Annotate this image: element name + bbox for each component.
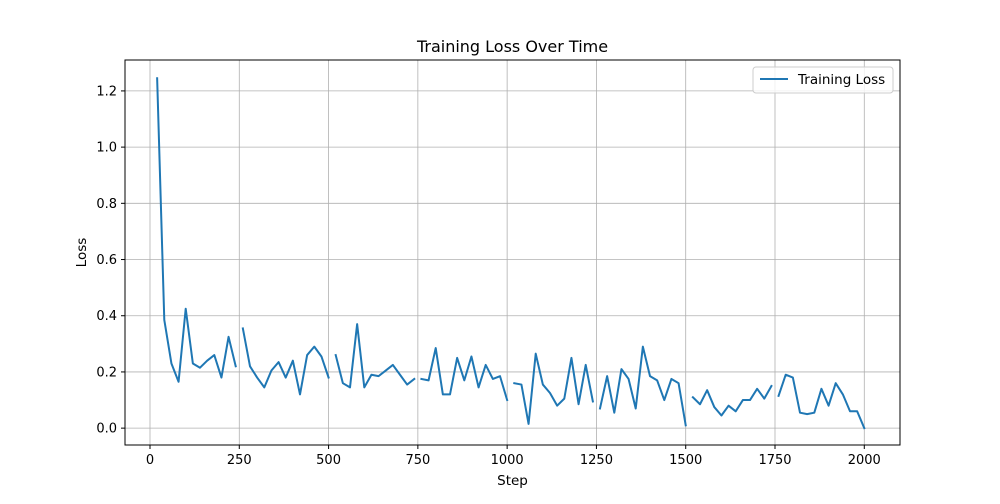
x-tick-label: 1250 (580, 453, 613, 468)
x-tick-label: 1000 (491, 453, 524, 468)
series-line-segment (598, 345, 687, 427)
y-tick-label: 0.6 (96, 253, 117, 268)
series-line-segment (513, 352, 595, 425)
series-line-segment (777, 373, 866, 430)
y-tick-label: 0.8 (96, 197, 117, 212)
plot-frame (124, 59, 901, 446)
series-layer (156, 77, 866, 430)
x-tick-label: 0 (146, 453, 154, 468)
y-tick-label: 0.4 (96, 309, 117, 324)
x-axis-label: Step (497, 473, 528, 489)
y-tick-label: 1.2 (96, 84, 117, 99)
legend: Training Loss (752, 66, 894, 94)
x-tick-label: 1750 (758, 453, 791, 468)
x-tick-label: 750 (405, 453, 430, 468)
y-tick-label: 0.0 (96, 422, 117, 437)
chart-title: Training Loss Over Time (416, 37, 608, 56)
y-tick-label: 0.2 (96, 365, 117, 380)
series-line-segment (241, 327, 330, 396)
legend-label: Training Loss (797, 72, 885, 88)
x-tick-label: 500 (316, 453, 341, 468)
y-tick-label: 1.0 (96, 141, 117, 156)
axis-ticks: 0 250 500 750 1000 1250 1500 1750 2000 0.0 0.2 0.4 0… (96, 84, 881, 468)
x-tick-label: 2000 (848, 453, 881, 468)
series-line-segment (156, 77, 237, 383)
x-tick-label: 250 (227, 453, 252, 468)
series-line-segment (334, 323, 416, 389)
series-line-segment (420, 347, 509, 402)
y-axis-label: Loss (74, 238, 90, 268)
grid-lines (125, 60, 900, 445)
legend-box (752, 66, 894, 94)
x-tick-label: 1500 (669, 453, 702, 468)
series-line-segment (691, 384, 773, 417)
